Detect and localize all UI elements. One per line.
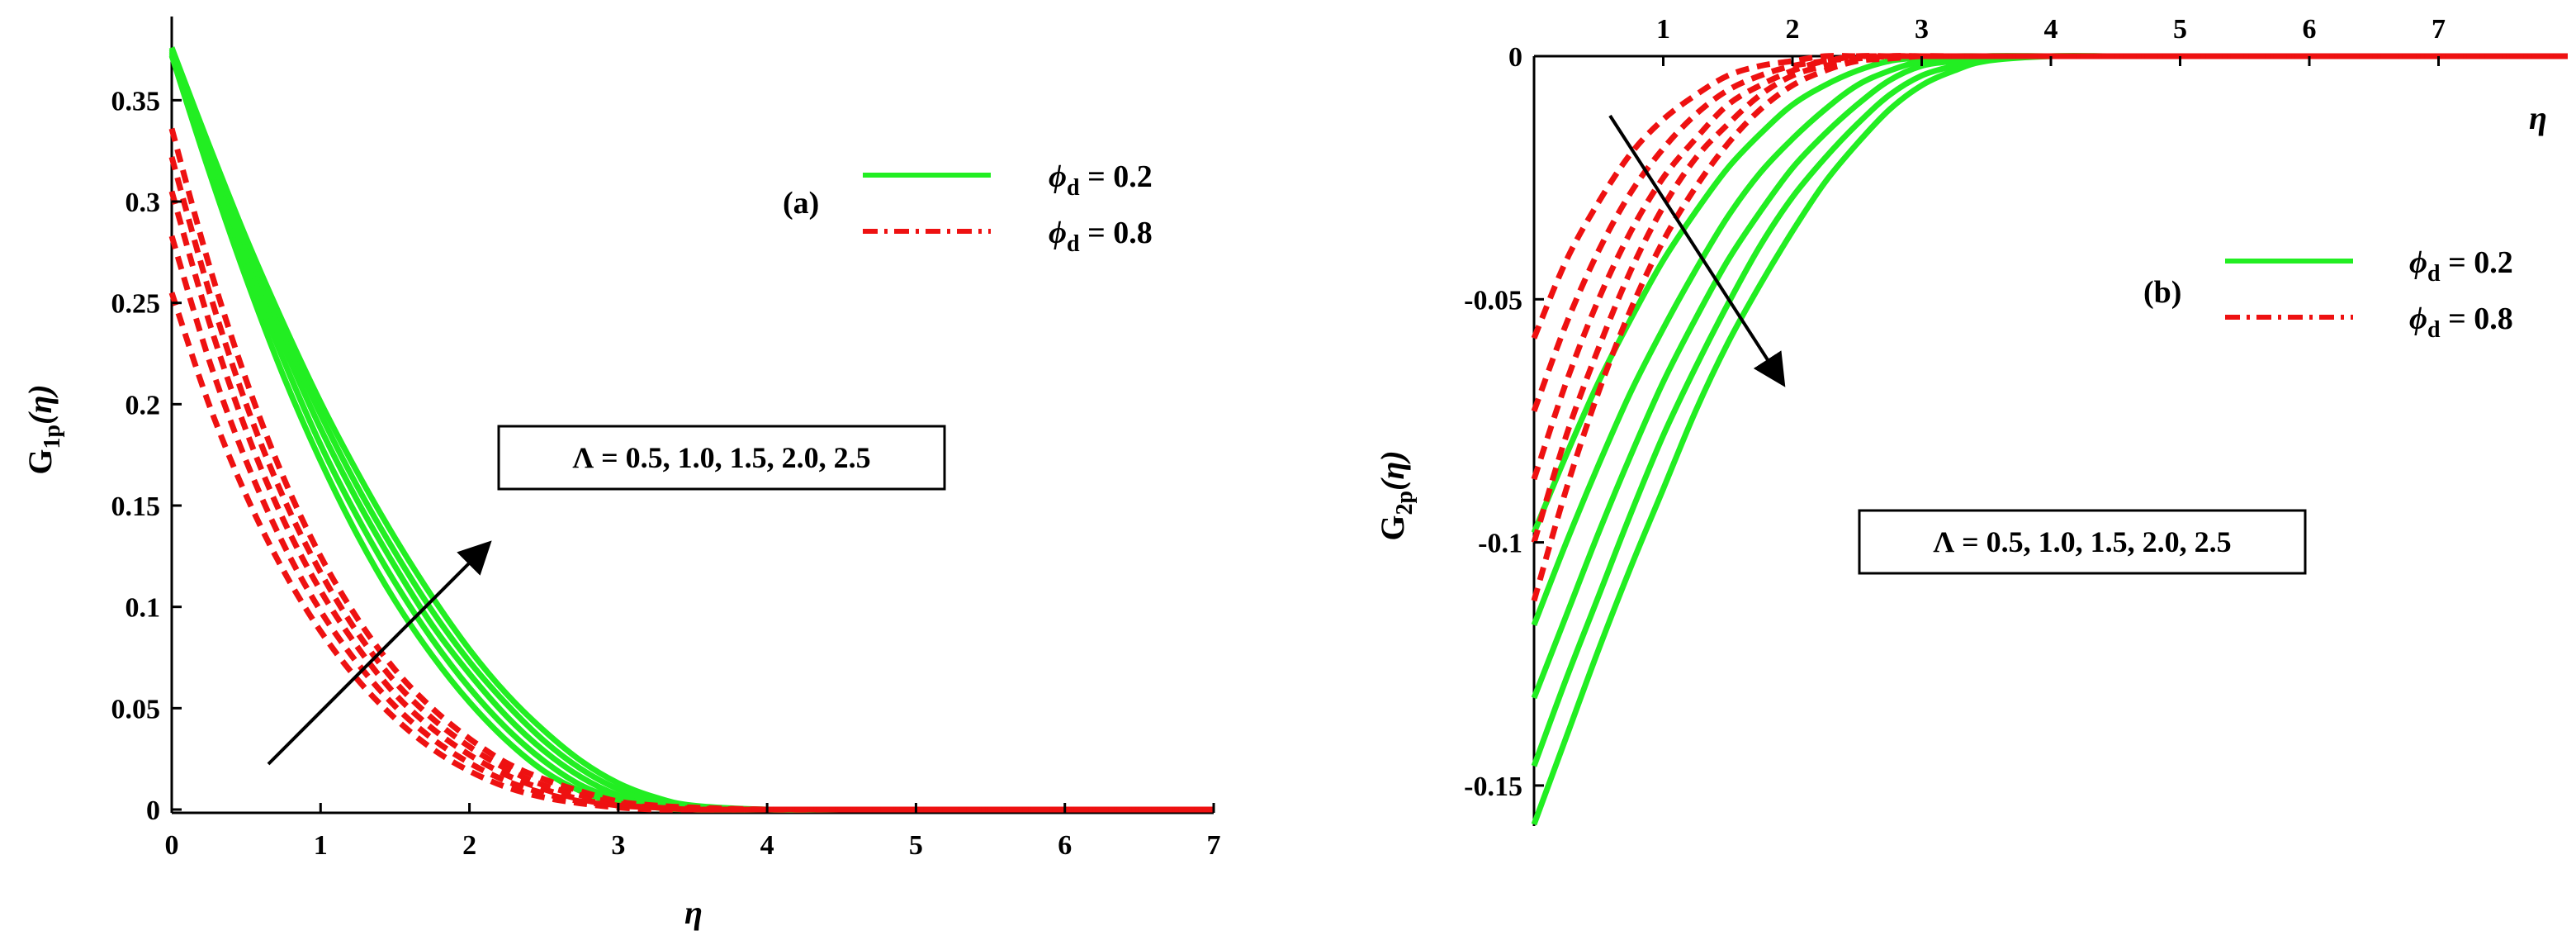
b-x-tick-label: 5 xyxy=(2173,14,2187,45)
x-axis-label-a: η xyxy=(684,894,703,931)
b-x-tick-label: 6 xyxy=(2303,14,2317,45)
trend-arrow-a xyxy=(267,540,492,766)
annotation-a: Λ = 0.5, 1.0, 1.5, 2.0, 2.5 xyxy=(497,425,946,491)
x-axis-label-b: η xyxy=(2529,99,2547,136)
a-series-red-curve-5 xyxy=(168,127,1214,813)
a-x-tick-label: 4 xyxy=(760,830,774,861)
a-x-tick-label: 1 xyxy=(314,830,328,861)
legend-entry-green-a: ϕd = 0.2 xyxy=(1049,159,1153,201)
b-y-tick-label: -0.1 xyxy=(1478,529,1522,559)
legend-entry-green-b: ϕd = 0.2 xyxy=(2409,245,2513,287)
legend-entry-red-a: ϕd = 0.8 xyxy=(1049,216,1153,257)
a-x-tick-label: 7 xyxy=(1207,830,1221,861)
a-y-tick-label: 0.25 xyxy=(111,289,161,320)
b-x-tick-label: 7 xyxy=(2432,14,2446,45)
panel-label-a: (a) xyxy=(783,186,819,221)
b-y-tick-label: -0.15 xyxy=(1464,772,1522,802)
annotation-box-b xyxy=(1858,509,2307,575)
curves-b xyxy=(1531,53,2568,826)
a-x-tick-label: 5 xyxy=(909,830,923,861)
a-y-tick-label: 0.05 xyxy=(111,694,161,724)
panel-label-b: (b) xyxy=(2143,275,2181,310)
y-axis-label-a: G1p(η) xyxy=(21,384,65,474)
a-x-tick-label: 3 xyxy=(611,830,625,861)
a-x-tick-label: 0 xyxy=(165,830,179,861)
a-x-tick-label: 2 xyxy=(462,830,476,861)
trend-arrow-b xyxy=(1608,114,1786,387)
annotation-b: Λ = 0.5, 1.0, 1.5, 2.0, 2.5 xyxy=(1858,509,2307,575)
b-y-tick-label: 0 xyxy=(1508,42,1522,73)
b-x-tick-label: 2 xyxy=(1786,14,1800,45)
a-y-tick-label: 0 xyxy=(146,795,160,826)
a-y-tick-label: 0.1 xyxy=(125,593,161,624)
legend-b: ϕd = 0.2 ϕd = 0.8 xyxy=(2225,245,2513,343)
a-series-red-curve-4 xyxy=(168,156,1214,813)
a-x-tick-label: 6 xyxy=(1058,830,1072,861)
ticks-a: 0 1 2 3 4 5 6 7 0 0.05 0.1 0.15 0.2 0.25 0.3 0.35 xyxy=(111,86,1221,861)
a-y-tick-label: 0.35 xyxy=(111,86,161,116)
a-y-tick-label: 0.2 xyxy=(125,390,161,420)
b-y-tick-label: -0.05 xyxy=(1464,285,1522,316)
a-y-tick-label: 0.15 xyxy=(111,491,161,522)
annotation-text-a: Λ = 0.5, 1.0, 1.5, 2.0, 2.5 xyxy=(572,441,870,474)
y-axis-label-b: G2p(η) xyxy=(1374,450,1418,540)
ticks-b: 1 2 3 4 5 6 7 0 -0.05 -0.1 -0.15 xyxy=(1464,14,2446,802)
chart-panel-b: 1 2 3 4 5 6 7 0 -0.05 -0.1 -0.15 G2p(η) η (b) ϕd =… xyxy=(1374,14,2576,826)
legend-a: ϕd = 0.2 ϕd = 0.8 xyxy=(863,159,1153,257)
b-series-red-curve-5 xyxy=(1531,53,2568,602)
curves-a xyxy=(168,46,1214,813)
plot-area-a xyxy=(172,0,1214,813)
a-y-tick-label: 0.3 xyxy=(125,188,161,218)
annotation-text-b: Λ = 0.5, 1.0, 1.5, 2.0, 2.5 xyxy=(1933,525,2231,558)
b-x-tick-label: 4 xyxy=(2044,14,2058,45)
b-x-tick-label: 1 xyxy=(1656,14,1670,45)
legend-entry-red-b: ϕd = 0.8 xyxy=(2409,302,2513,343)
chart-panel-a: 0 1 2 3 4 5 6 7 0 0.05 0.1 0.15 0.2 0.25 0.3 0.35 G1p(η… xyxy=(21,0,1221,931)
annotation-box-a xyxy=(497,425,946,491)
plot-area-b xyxy=(1534,56,2576,824)
b-x-tick-label: 3 xyxy=(1915,14,1929,45)
b-series-red-curve-3 xyxy=(1531,53,2568,481)
